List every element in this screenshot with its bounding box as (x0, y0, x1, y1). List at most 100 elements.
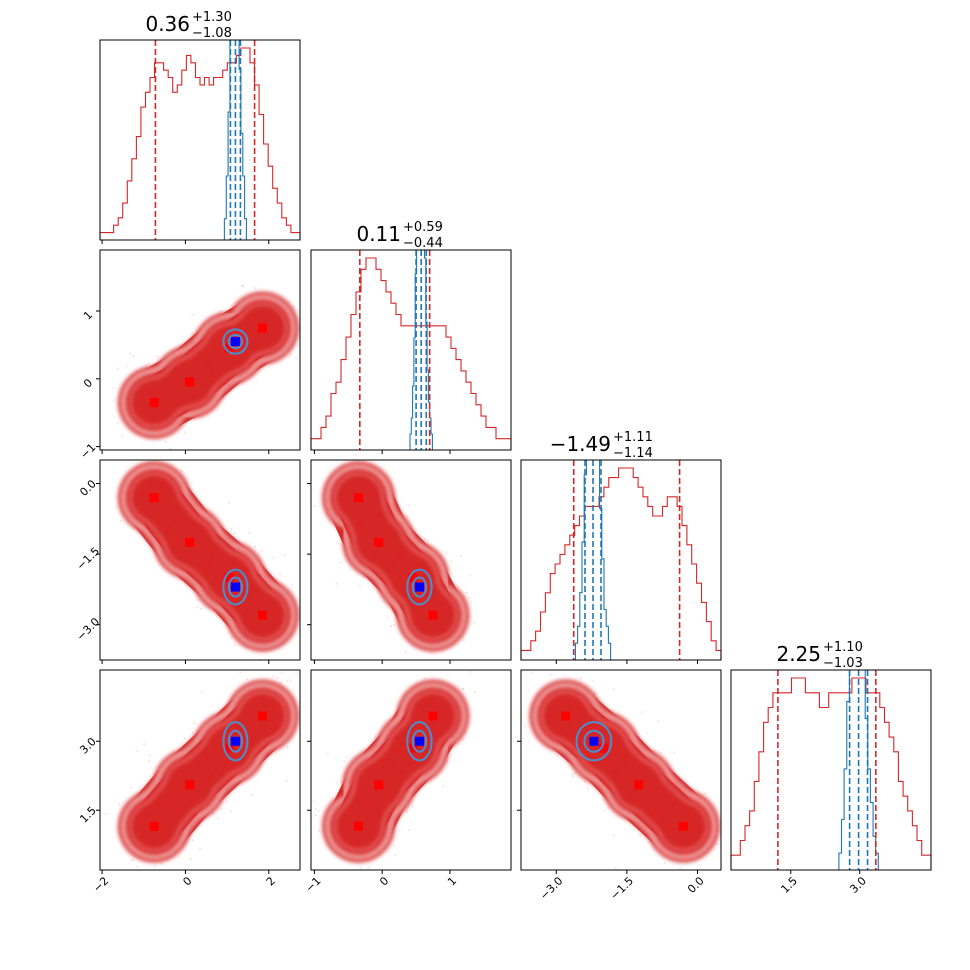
sample-dot (312, 800, 315, 803)
mode-marker (224, 743, 234, 753)
ref-contour-inner (411, 576, 428, 598)
ref-contour-inner (411, 729, 428, 753)
sample-dot (119, 519, 122, 522)
sample-dot (130, 858, 133, 861)
sample-dot (583, 781, 586, 783)
mode-marker (428, 610, 438, 620)
sample-dot (645, 731, 648, 734)
sample-dot (233, 531, 236, 534)
sample-dot (445, 551, 448, 553)
hist-frame (99, 39, 301, 241)
panel-title-plus: +0.59 (403, 220, 443, 235)
y-tick-label: 0 (81, 376, 95, 390)
reference-marker (589, 736, 599, 746)
scatter-frame (99, 459, 301, 661)
mode-marker (258, 323, 267, 333)
sample-dot (148, 759, 151, 762)
sample-dot (200, 607, 203, 610)
sample-dot (295, 673, 298, 675)
panel-title-median: 0.36 (145, 12, 190, 36)
scatter-panel-p0-p1 (112, 284, 299, 450)
hist-frame (520, 459, 722, 661)
sample-dot (524, 725, 527, 728)
sample-dot (289, 353, 292, 355)
sample-dot (565, 761, 568, 763)
ref-contour-outer (222, 568, 249, 606)
sample-dot (254, 545, 257, 548)
sample-dot (462, 636, 464, 638)
sample-dot (470, 601, 473, 604)
sample-dot (217, 817, 219, 820)
scatter-panel-p0-p3 (104, 671, 304, 868)
sample-dot (131, 859, 134, 862)
sample-dot (387, 617, 389, 619)
sample-dot (272, 557, 275, 560)
hist-panel-p0: 0.36 +1.30−1.08 (99, 10, 301, 241)
sample-dot (398, 829, 401, 832)
sample-dot (572, 775, 575, 778)
sample-dot (474, 691, 476, 694)
sample-dot (286, 679, 289, 682)
sample-dot (663, 861, 666, 864)
mode-marker (408, 743, 418, 753)
ref-contour-inner (227, 729, 244, 753)
sample-dot (250, 794, 253, 796)
sample-dot (191, 313, 194, 316)
sample-dot (215, 615, 218, 617)
ref-contour-outer (575, 721, 613, 762)
sample-dot (407, 504, 410, 507)
sample-dot (314, 814, 317, 816)
sample-dot (340, 781, 343, 783)
panel-title-plus: +1.30 (192, 10, 232, 25)
reference-marker (230, 337, 240, 347)
scatter-panel-p1-p3 (306, 670, 476, 869)
sample-dot (272, 675, 275, 677)
sample-dot (154, 865, 157, 868)
mode-marker (149, 493, 159, 503)
sample-dot (275, 578, 278, 580)
sample-dot (318, 830, 321, 832)
sample-dot (302, 731, 304, 733)
sample-dot (549, 673, 552, 676)
sample-dot (295, 357, 298, 360)
panel-title-minus: −1.03 (823, 656, 863, 671)
sample-dot (128, 352, 131, 355)
sample-dot (245, 678, 248, 680)
sample-dot (394, 854, 397, 857)
sample-dot (715, 842, 718, 845)
scatter-panel-p2-p3 (524, 671, 721, 870)
x-tick-label: 0.0 (685, 874, 707, 896)
sample-dot (116, 367, 119, 370)
hist-frame (310, 249, 512, 451)
sample-dot (335, 781, 338, 784)
hist-panel-p2: −1.49 +1.11−1.14 (520, 430, 722, 661)
sample-dot (673, 751, 676, 754)
ref-contour-outer (406, 568, 433, 606)
sample-dot (279, 573, 281, 575)
ref-contour-inner (583, 729, 605, 753)
sample-dot (375, 733, 377, 735)
red-histogram (520, 467, 722, 660)
sample-dot (191, 332, 193, 335)
mode-marker (185, 780, 195, 790)
sample-dot (317, 809, 320, 812)
sample-dot (463, 639, 465, 642)
sample-dot (192, 732, 194, 734)
sample-dot (260, 550, 263, 552)
sample-dot (180, 470, 183, 472)
sample-dot (586, 787, 589, 790)
mode-marker (353, 821, 363, 831)
sample-dot (130, 786, 133, 789)
sample-dot (179, 579, 181, 581)
sample-dot (285, 780, 288, 782)
hist-frame (730, 669, 932, 871)
scatter-frame (310, 459, 512, 661)
sample-dot (306, 857, 308, 859)
sample-dot (426, 539, 429, 541)
x-tick-label: 2 (264, 874, 278, 888)
mode-marker (598, 743, 608, 753)
sample-dot (253, 287, 256, 289)
sample-dot (459, 555, 462, 558)
sample-dot (184, 431, 187, 434)
